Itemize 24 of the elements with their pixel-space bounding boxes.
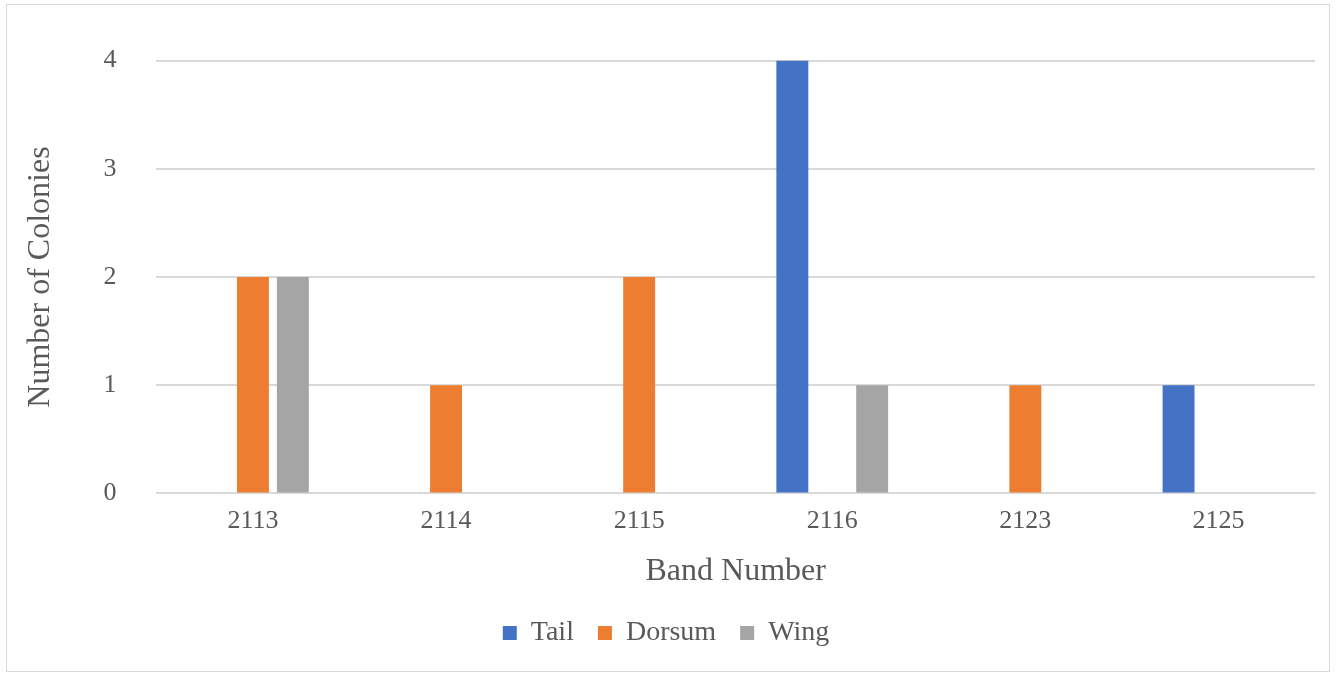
bar <box>276 277 309 493</box>
y-tick-label: 1 <box>103 369 117 399</box>
y-tick-label: 4 <box>103 44 117 74</box>
x-tick-label: 2115 <box>613 504 665 534</box>
x-tick-label: 2116 <box>806 504 858 534</box>
y-tick-label: 0 <box>103 477 117 507</box>
y-tick-label: 3 <box>103 152 117 182</box>
bar <box>236 277 269 493</box>
legend-label: Dorsum <box>625 615 717 647</box>
bar <box>623 277 656 493</box>
y-tick-label: 2 <box>103 260 117 290</box>
bar <box>1162 385 1195 493</box>
x-tick-label: 2125 <box>1192 504 1245 534</box>
bar <box>430 385 463 493</box>
legend-label: Wing <box>768 615 830 647</box>
x-axis-title: Band Number <box>645 551 827 588</box>
legend-label: Tail <box>530 615 575 647</box>
bar <box>776 60 809 493</box>
x-tick-label: 2113 <box>227 504 279 534</box>
y-axis-title: Number of Colonies <box>19 146 56 408</box>
x-tick-label: 2114 <box>420 504 472 534</box>
x-tick-label: 2123 <box>999 504 1052 534</box>
bar <box>856 385 889 493</box>
bar <box>1009 385 1042 493</box>
